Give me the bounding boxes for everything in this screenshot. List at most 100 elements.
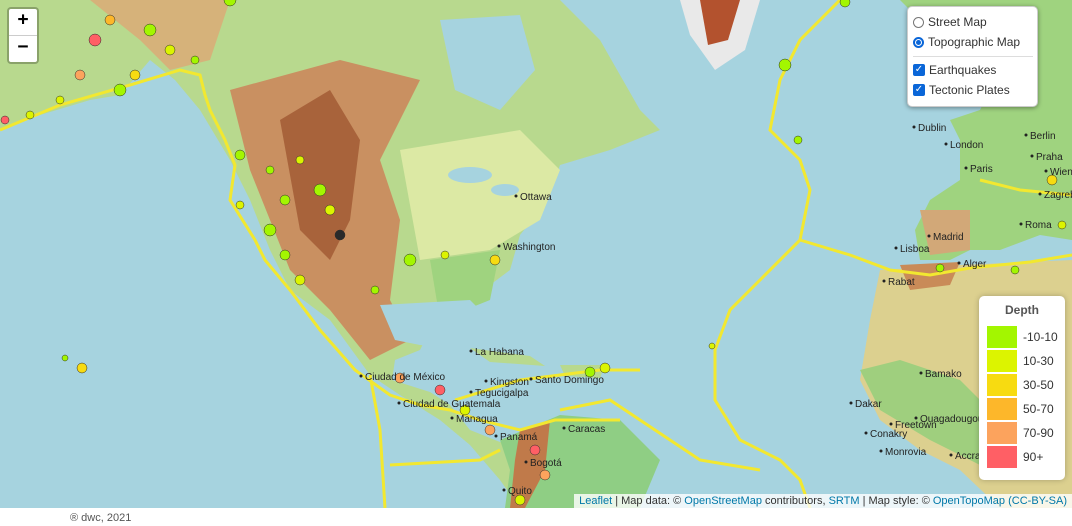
city-dot — [524, 460, 528, 464]
city-labels: Ottawa Washington La Habana Ciudad de Méxic… — [359, 123, 1072, 497]
footer-text: ® dwc, 2021 — [70, 512, 132, 524]
city-label: La Habana — [475, 347, 524, 358]
layer-control: Street Map Topographic Map ✓ Earthquakes… — [907, 6, 1038, 107]
city-dot — [889, 422, 893, 426]
opentopomap-link[interactable]: OpenTopoMap — [932, 495, 1006, 507]
checkbox-checked[interactable]: ✓ — [913, 64, 925, 76]
license-link[interactable]: (CC-BY-SA) — [1008, 495, 1067, 507]
city-dot — [882, 279, 886, 283]
legend-swatch — [987, 374, 1017, 396]
city-label: Panamá — [500, 432, 538, 443]
city-dot — [562, 426, 566, 430]
legend-label: -10-10 — [1023, 330, 1058, 344]
attribution-text: | Map data: © — [612, 495, 685, 507]
legend-item: 10-30 — [979, 349, 1065, 373]
city-label: Monrovia — [885, 447, 927, 458]
checkbox-checked[interactable]: ✓ — [913, 84, 925, 96]
zoom-control: + − — [7, 7, 39, 64]
city-dot — [469, 349, 473, 353]
city-label: Santo Domingo — [535, 375, 604, 386]
city-dot — [397, 401, 401, 405]
city-dot — [927, 234, 931, 238]
legend-swatch — [987, 398, 1017, 420]
city-label: Kingston — [490, 377, 529, 388]
city-dot — [914, 416, 918, 420]
radio-button-selected[interactable] — [913, 36, 924, 48]
city-label: Zagreb — [1044, 190, 1072, 201]
city-dot — [469, 390, 473, 394]
legend-swatch — [987, 350, 1017, 372]
city-label: Paris — [970, 164, 993, 175]
zoom-in-button[interactable]: + — [17, 9, 29, 30]
overlay-tectonic-plates[interactable]: ✓ Tectonic Plates — [913, 80, 1033, 100]
leaflet-link[interactable]: Leaflet — [579, 495, 613, 507]
city-dot — [514, 194, 518, 198]
city-dot — [949, 453, 953, 457]
city-dot — [849, 401, 853, 405]
legend-label: 50-70 — [1023, 402, 1054, 416]
tectonic-plate-lines — [0, 0, 1072, 508]
city-label: Bogotá — [530, 458, 562, 469]
city-dot — [919, 371, 923, 375]
city-label: Lisboa — [900, 244, 930, 255]
attribution-text: | Map style: © — [859, 495, 933, 507]
city-dot — [1038, 192, 1042, 196]
city-label: Roma — [1025, 220, 1052, 231]
city-label: Madrid — [933, 232, 964, 243]
city-label: Caracas — [568, 424, 605, 435]
city-label: Ciudad de Guatemala — [403, 399, 501, 410]
city-label: Berlin — [1030, 131, 1056, 142]
base-layer-label: Street Map — [928, 15, 987, 29]
osm-link[interactable]: OpenStreetMap — [684, 495, 762, 507]
city-dot — [450, 416, 454, 420]
city-dot — [879, 449, 883, 453]
legend-title: Depth — [1005, 303, 1039, 317]
city-dot — [484, 379, 488, 383]
city-label: Dakar — [855, 399, 882, 410]
city-label: Conakry — [870, 429, 907, 440]
attribution: Leaflet | Map data: © OpenStreetMap cont… — [574, 494, 1072, 508]
city-label: Tegucigalpa — [475, 388, 529, 399]
city-dot — [1019, 222, 1023, 226]
city-label: Washington — [503, 242, 555, 253]
legend-item: 30-50 — [979, 373, 1065, 397]
legend-label: 90+ — [1023, 450, 1044, 464]
earthquake-markers — [0, 0, 1067, 506]
attribution-text: contributors, — [761, 495, 829, 507]
city-label: Freetown — [895, 420, 937, 431]
map[interactable]: Ottawa Washington La Habana Ciudad de Méxic… — [0, 0, 1072, 508]
layer-separator — [913, 56, 1033, 57]
city-label: Bamako — [925, 369, 962, 380]
overlay-label: Earthquakes — [929, 63, 997, 77]
city-dot — [502, 488, 506, 492]
city-dot — [944, 142, 948, 146]
radio-button[interactable] — [913, 16, 924, 28]
city-label: Ouagadougou — [920, 414, 983, 425]
city-dot — [494, 434, 498, 438]
city-dot — [957, 261, 961, 265]
city-label: Accra — [955, 451, 981, 462]
city-dot — [1044, 169, 1048, 173]
base-layer-label: Topographic Map — [928, 35, 1021, 49]
base-layer-street-map[interactable]: Street Map — [913, 12, 1033, 32]
legend-item: 70-90 — [979, 421, 1065, 445]
city-label: Ciudad de México — [365, 372, 445, 383]
city-label: Praha — [1036, 152, 1063, 163]
zoom-out-button[interactable]: − — [9, 35, 37, 62]
legend-label: 70-90 — [1023, 426, 1054, 440]
overlay-earthquakes[interactable]: ✓ Earthquakes — [913, 60, 1033, 80]
city-dot — [894, 246, 898, 250]
legend-swatch — [987, 422, 1017, 444]
legend-swatch — [987, 326, 1017, 348]
legend-item: 50-70 — [979, 397, 1065, 421]
city-dot — [912, 125, 916, 129]
city-label: Wien — [1050, 167, 1072, 178]
city-dot — [964, 166, 968, 170]
srtm-link[interactable]: SRTM — [828, 495, 860, 507]
legend-item: -10-10 — [979, 325, 1065, 349]
city-dot — [864, 431, 868, 435]
legend-item: 90+ — [979, 445, 1065, 469]
overlay-label: Tectonic Plates — [929, 83, 1010, 97]
base-layer-topographic-map[interactable]: Topographic Map — [913, 32, 1033, 52]
city-label: Quito — [508, 486, 532, 497]
